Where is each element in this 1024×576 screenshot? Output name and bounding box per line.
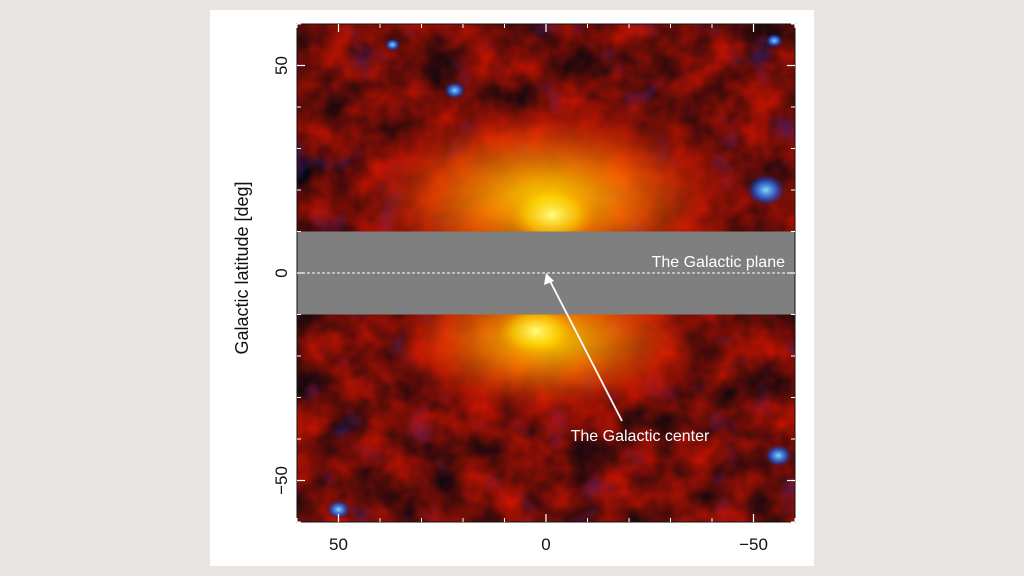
x-tick-label: −50 <box>739 535 768 554</box>
y-axis-title: Galactic latitude [deg] <box>232 181 252 354</box>
blue-spot <box>764 444 793 467</box>
y-tick-label: 0 <box>272 268 291 277</box>
blue-spot <box>745 174 786 206</box>
galactic-center-arrow <box>548 278 623 422</box>
y-tick-label: 50 <box>272 56 291 75</box>
figure-card: 50 0 −50 50 0 −50 Galactic latitude [deg] The … <box>210 10 814 566</box>
x-tick-label: 50 <box>329 535 348 554</box>
blue-spot <box>765 33 784 48</box>
galactic-center-label: The Galactic center <box>571 428 710 445</box>
galactic-plane-label: The Galactic plane <box>652 254 786 271</box>
heatmap-plot: 50 0 −50 50 0 −50 Galactic latitude [deg] The … <box>232 23 796 554</box>
x-tick-label: 0 <box>541 535 550 554</box>
galactic-center-arrowhead <box>544 273 554 285</box>
blue-spot <box>384 38 401 52</box>
blue-spot <box>326 499 351 520</box>
blue-spot <box>443 81 466 100</box>
y-tick-label: −50 <box>272 466 291 495</box>
bright-core-north <box>507 184 597 245</box>
bright-core-south <box>496 305 576 358</box>
